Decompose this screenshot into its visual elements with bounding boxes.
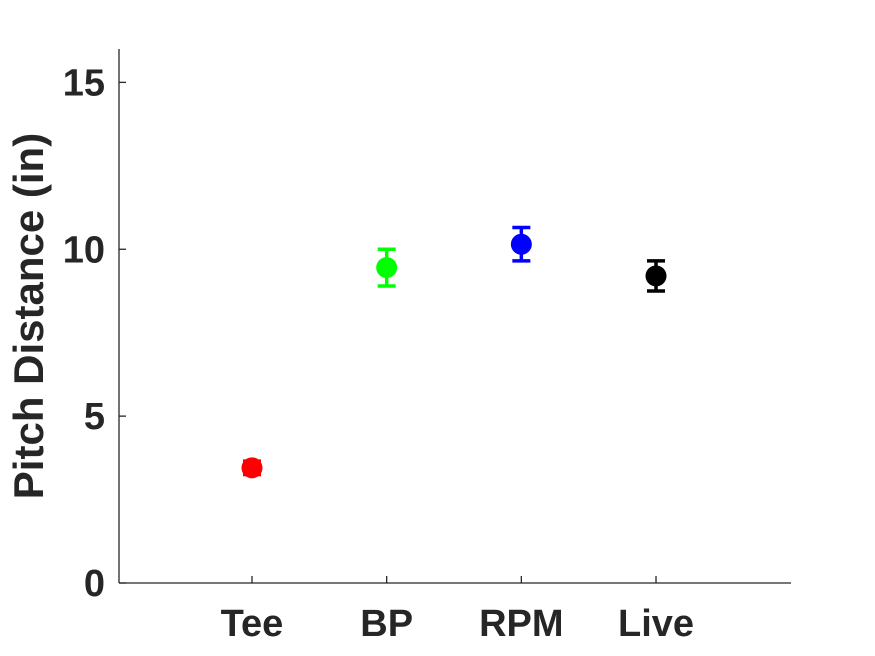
data-marks	[241, 225, 667, 479]
y-tick-label: 0	[84, 563, 105, 605]
x-tick-label: BP	[360, 603, 413, 645]
x-tick-label: RPM	[479, 603, 563, 645]
x-tick-label: Tee	[221, 603, 284, 645]
data-marker	[645, 265, 667, 287]
data-point-rpm	[510, 225, 532, 263]
axes	[118, 49, 791, 584]
data-marker	[376, 257, 398, 279]
y-axis-title: Pitch Distance (in)	[5, 133, 52, 499]
data-point-live	[645, 259, 667, 293]
x-tick-label: Live	[618, 603, 694, 645]
data-point-bp	[376, 247, 398, 288]
data-marker	[241, 457, 263, 479]
x-ticks: Tee BP RPM Live	[221, 576, 694, 645]
y-tick-label: 10	[63, 229, 105, 271]
y-ticks: 0 5 10 15	[63, 62, 126, 605]
y-tick-label: 15	[63, 62, 105, 104]
data-point-tee	[241, 457, 263, 479]
data-marker	[510, 233, 532, 255]
y-tick-label: 5	[84, 396, 105, 438]
